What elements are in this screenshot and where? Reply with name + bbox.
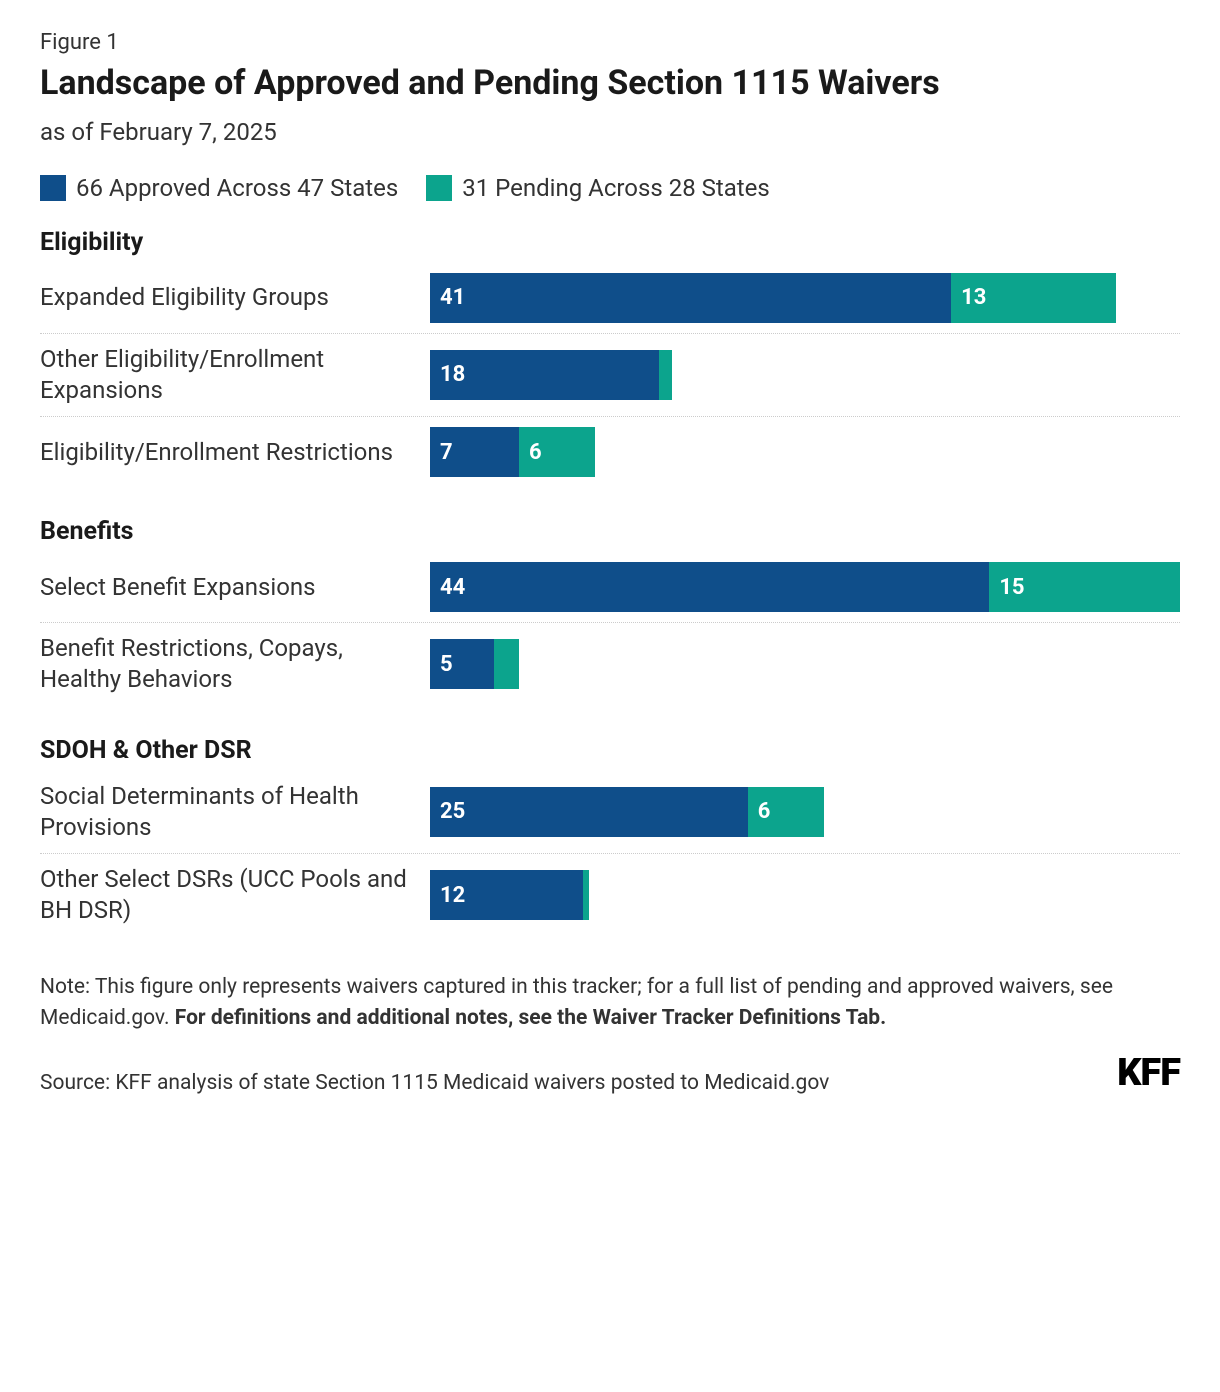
bar-pending [659, 350, 672, 400]
bar-approved: 18 [430, 350, 659, 400]
bar-approved: 44 [430, 562, 989, 612]
bar-value-pending: 15 [989, 575, 1024, 600]
figure-label: Figure 1 [40, 30, 1180, 55]
group-title: Benefits [40, 517, 1180, 546]
row-label: Expanded Eligibility Groups [40, 282, 430, 313]
row-bars: 12 [430, 870, 1180, 920]
bar-value-approved: 7 [430, 440, 453, 465]
chart-row: Benefit Restrictions, Copays, Healthy Be… [40, 623, 1180, 705]
bar-pending: 6 [519, 427, 595, 477]
bar-pending: 6 [748, 787, 824, 837]
row-label: Other Eligibility/Enrollment Expansions [40, 344, 430, 406]
source-text: Source: KFF analysis of state Section 11… [40, 1071, 829, 1095]
note-bold-text: For definitions and additional notes, se… [175, 1006, 886, 1030]
legend: 66 Approved Across 47 States 31 Pending … [40, 174, 1180, 202]
chart-group: Eligibility Expanded Eligibility Groups41… [40, 228, 1180, 487]
chart-row: Expanded Eligibility Groups41 13 [40, 263, 1180, 334]
row-bars: 18 [430, 350, 1180, 400]
bar-value-pending: 6 [748, 799, 771, 824]
row-label: Other Select DSRs (UCC Pools and BH DSR) [40, 864, 430, 926]
bar-value-approved: 44 [430, 575, 465, 600]
bar-value-approved: 41 [430, 285, 465, 310]
chart-row: Eligibility/Enrollment Restrictions76 [40, 417, 1180, 487]
chart-group: SDOH & Other DSR Social Determinants of H… [40, 736, 1180, 937]
bar-approved: 7 [430, 427, 519, 477]
chart-row: Other Eligibility/Enrollment Expansions1… [40, 334, 1180, 417]
bar-value-approved: 5 [430, 652, 453, 677]
chart-group: Benefits Select Benefit Expansions44 15 Ben… [40, 517, 1180, 705]
chart-row: Select Benefit Expansions44 15 [40, 552, 1180, 623]
legend-approved: 66 Approved Across 47 States [40, 174, 398, 202]
bar-pending [494, 639, 519, 689]
legend-swatch-approved [40, 175, 66, 201]
chart-subtitle: as of February 7, 2025 [40, 118, 1180, 146]
bar-value-pending: 13 [951, 285, 986, 310]
legend-swatch-pending [426, 175, 452, 201]
legend-pending: 31 Pending Across 28 States [426, 174, 770, 202]
row-label: Eligibility/Enrollment Restrictions [40, 437, 430, 468]
bar-approved: 5 [430, 639, 494, 689]
bar-pending: 13 [951, 273, 1116, 323]
bar-value-approved: 18 [430, 362, 465, 387]
note-line: Note: This figure only represents waiver… [40, 972, 1180, 1033]
row-bars: 41 13 [430, 273, 1180, 323]
chart-row: Social Determinants of Health Provisions… [40, 771, 1180, 854]
bar-pending [583, 870, 589, 920]
legend-label-pending: 31 Pending Across 28 States [462, 174, 770, 202]
legend-label-approved: 66 Approved Across 47 States [76, 174, 398, 202]
row-bars: 44 15 [430, 562, 1180, 612]
bar-value-pending: 6 [519, 440, 542, 465]
bar-pending: 15 [989, 562, 1180, 612]
chart-row: Other Select DSRs (UCC Pools and BH DSR)… [40, 854, 1180, 936]
row-label: Benefit Restrictions, Copays, Healthy Be… [40, 633, 430, 695]
bar-value-approved: 25 [430, 799, 465, 824]
group-title: Eligibility [40, 228, 1180, 257]
row-bars: 25 6 [430, 787, 1180, 837]
footer: Source: KFF analysis of state Section 11… [40, 1051, 1180, 1095]
row-label: Social Determinants of Health Provisions [40, 781, 430, 843]
row-bars: 76 [430, 427, 1180, 477]
bar-approved: 41 [430, 273, 951, 323]
bar-approved: 25 [430, 787, 748, 837]
bar-approved: 12 [430, 870, 583, 920]
chart-notes: Note: This figure only represents waiver… [40, 972, 1180, 1033]
row-bars: 5 [430, 639, 1180, 689]
group-title: SDOH & Other DSR [40, 736, 1180, 765]
bar-value-approved: 12 [430, 883, 465, 908]
row-label: Select Benefit Expansions [40, 572, 430, 603]
kff-logo: KFF [1117, 1051, 1180, 1095]
chart-body: Eligibility Expanded Eligibility Groups41… [40, 228, 1180, 937]
chart-title: Landscape of Approved and Pending Sectio… [40, 63, 1180, 104]
